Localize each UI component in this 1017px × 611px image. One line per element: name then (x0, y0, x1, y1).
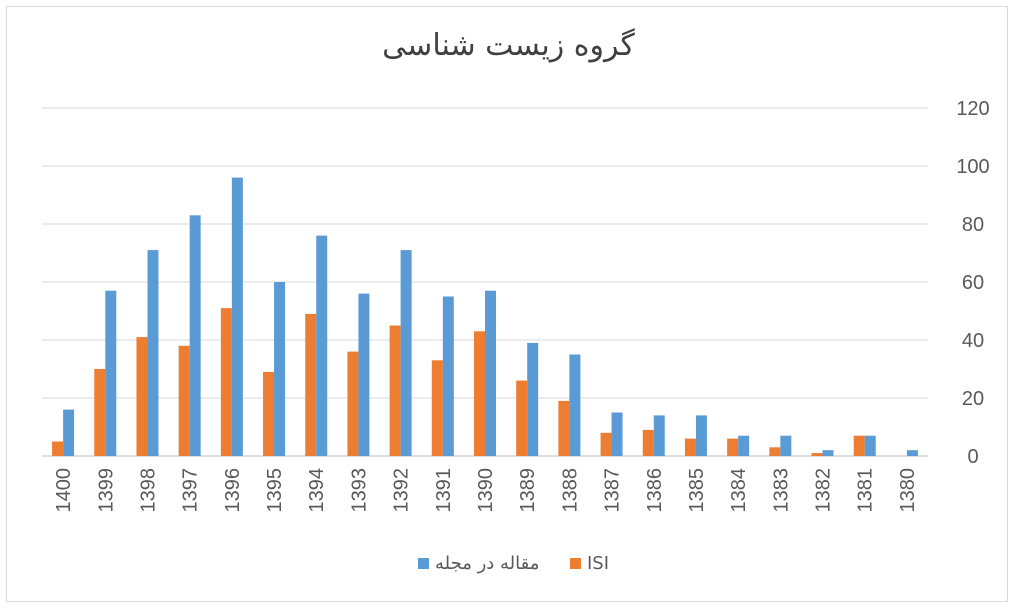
y-tick-label: 100 (956, 156, 989, 178)
bar-journal (442, 296, 454, 456)
bar-isi (600, 432, 612, 456)
y-tick-label: 0 (967, 446, 978, 468)
bar-isi (136, 337, 148, 456)
bar-isi (389, 325, 401, 456)
chart-title: گروه زیست شناسی (382, 28, 635, 63)
x-tick-label: 1395 (264, 468, 286, 513)
bar-journal (105, 290, 117, 456)
x-tick-label: 1381 (855, 468, 877, 513)
bar-journal (400, 250, 412, 456)
bar-journal (864, 435, 876, 456)
bar-isi (431, 360, 443, 456)
bar-isi (347, 351, 359, 456)
bar-journal (906, 450, 918, 456)
bar-journal (274, 282, 286, 456)
legend-label-isi: ISI (587, 553, 610, 574)
x-tick-label: 1380 (897, 468, 919, 513)
y-tick-label: 120 (956, 98, 989, 120)
x-tick-label: 1386 (644, 468, 666, 513)
bar-isi (516, 380, 528, 456)
legend-item-journal: مقاله در مجله (418, 553, 539, 574)
y-tick-label: 80 (962, 214, 984, 236)
bar-isi (94, 369, 106, 456)
legend-swatch-isi (570, 558, 581, 569)
bar-journal (653, 415, 665, 456)
bar-journal (485, 290, 496, 456)
x-tick-label: 1387 (602, 468, 624, 513)
bar-isi (558, 400, 570, 456)
bar-isi (474, 331, 485, 456)
bar-isi (52, 441, 64, 456)
bar-journal (147, 250, 159, 456)
bar-isi (684, 438, 696, 456)
bar-isi (642, 429, 654, 456)
x-tick-label: 1391 (433, 468, 455, 513)
x-tick-label: 1392 (391, 468, 413, 513)
bar-isi (811, 453, 823, 456)
x-tick-label: 1400 (53, 468, 75, 513)
bar-journal (358, 293, 370, 456)
legend: مقاله در مجله ISI (0, 553, 1017, 577)
bar-journal (527, 342, 539, 456)
x-tick-label: 1388 (559, 468, 581, 513)
x-tick-label: 1397 (180, 468, 202, 513)
bar-journal (611, 412, 623, 456)
bar-isi (305, 313, 317, 456)
y-tick-label: 20 (962, 388, 984, 410)
y-tick-label: 60 (962, 272, 984, 294)
x-tick-label: 1382 (813, 468, 835, 513)
bar-journal (569, 354, 581, 456)
x-tick-label: 1384 (728, 468, 750, 513)
legend-item-isi: ISI (570, 553, 609, 574)
x-tick-label: 1398 (137, 468, 159, 513)
x-tick-label: 1390 (475, 468, 497, 513)
chart-frame (6, 6, 1008, 602)
x-tick-label: 1396 (222, 468, 244, 513)
bar-journal (231, 177, 243, 456)
x-tick-label: 1389 (517, 468, 539, 513)
bar-journal (316, 235, 328, 456)
bar-journal (189, 215, 201, 456)
bar-journal (63, 409, 75, 456)
x-tick-label: 1399 (95, 468, 117, 513)
bar-isi (727, 438, 739, 456)
bar-journal (822, 450, 834, 456)
bar-isi (220, 308, 232, 456)
x-tick-label: 1393 (348, 468, 370, 513)
x-tick-label: 1383 (770, 468, 792, 513)
x-tick-label: 1394 (306, 468, 328, 513)
legend-swatch-journal (418, 558, 429, 569)
y-tick-label: 40 (962, 330, 984, 352)
bar-isi (178, 345, 190, 456)
bar-isi (853, 435, 865, 456)
bar-journal (780, 435, 792, 456)
bar-isi (263, 371, 275, 456)
legend-label-journal: مقاله در مجله (435, 553, 540, 574)
bar-journal (738, 435, 750, 456)
bar-isi (769, 447, 781, 456)
x-tick-label: 1385 (686, 468, 708, 513)
bar-journal (695, 415, 707, 456)
